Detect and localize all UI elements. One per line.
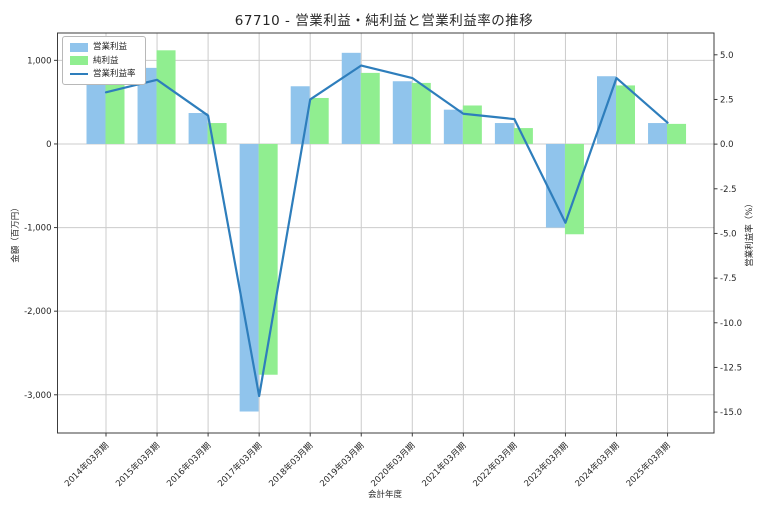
y-tick-label-right: -7.5 xyxy=(720,274,737,284)
x-tick-label: 2021年03月期 xyxy=(420,440,469,489)
legend: 営業利益 純利益 営業利益率 xyxy=(62,36,146,85)
bar-net-profit xyxy=(564,143,584,235)
y-tick-label-right: -10.0 xyxy=(720,319,742,329)
bar-operating-profit xyxy=(443,109,463,144)
operating-margin-line xyxy=(104,64,669,398)
legend-label-operating-profit: 営業利益 xyxy=(93,42,128,52)
x-tick-label: 2014年03月期 xyxy=(62,440,111,489)
y-tick-label-right: 2.5 xyxy=(720,95,734,105)
y-tick-label-right: -12.5 xyxy=(720,363,742,373)
y-tick-label-right: 5.0 xyxy=(720,51,734,61)
y-axis-label-right: 営業利益率（%） xyxy=(745,199,755,267)
y-axis-label-left: 金額（百万円） xyxy=(11,203,21,263)
x-tick-label: 2018年03月期 xyxy=(267,440,316,489)
bar-operating-profit xyxy=(188,113,208,144)
bar-net-profit xyxy=(360,72,380,144)
bar-net-profit xyxy=(105,77,125,144)
bar-operating-profit xyxy=(545,143,565,228)
x-tick-label: 2017年03月期 xyxy=(216,440,265,489)
bar-net-profit xyxy=(411,82,431,144)
bar-operating-profit xyxy=(392,81,412,144)
legend-swatch-bar-1 xyxy=(70,56,88,65)
legend-item-operating-profit: 営業利益 xyxy=(70,42,136,52)
x-tick-label: 2024年03月期 xyxy=(573,440,622,489)
bar-net-profit xyxy=(156,50,176,144)
y-tick-label-left: 0 xyxy=(46,140,51,150)
x-tick-label: 2022年03月期 xyxy=(471,440,520,489)
x-tick-label: 2023年03月期 xyxy=(522,440,571,489)
legend-line-swatch xyxy=(70,72,88,76)
y-tick-label-left: 1,000 xyxy=(27,56,51,66)
x-tick-label: 2015年03月期 xyxy=(113,440,162,489)
legend-label-net-profit: 純利益 xyxy=(93,55,119,66)
y-tick-label-right: 0.0 xyxy=(720,140,734,150)
y-tick-label-left: -2,000 xyxy=(24,307,51,317)
legend-item-net-profit: 純利益 xyxy=(70,56,136,66)
bar-operating-profit xyxy=(494,123,514,144)
bar-operating-profit xyxy=(86,79,106,144)
x-tick-label: 2019年03月期 xyxy=(318,440,367,489)
bar-operating-profit xyxy=(137,67,157,144)
y-tick-label-right: -2.5 xyxy=(720,185,737,195)
bar-operating-profit xyxy=(239,143,259,412)
x-tick-label: 2025年03月期 xyxy=(624,440,673,489)
bar-net-profit xyxy=(462,105,482,144)
y-tick-label-right: -5.0 xyxy=(720,229,737,239)
y-tick-label-left: -1,000 xyxy=(24,224,51,234)
chart-title: 67710 - 営業利益・純利益と営業利益率の推移 xyxy=(234,13,534,29)
x-tick-label: 2020年03月期 xyxy=(369,440,418,489)
bar-net-profit xyxy=(616,85,635,144)
bar-net-profit xyxy=(309,97,329,144)
legend-label-operating-margin: 営業利益率 xyxy=(93,69,136,79)
bar-operating-profit xyxy=(648,123,668,144)
legend-item-operating-margin: 営業利益率 xyxy=(70,69,136,79)
x-axis-label: 会計年度 xyxy=(367,490,402,500)
bar-net-profit xyxy=(667,123,687,144)
y-tick-label-left: -3,000 xyxy=(24,391,51,401)
x-tick-label: 2016年03月期 xyxy=(164,440,213,489)
legend-swatch-bar-0 xyxy=(70,42,88,52)
y-tick-label-right: -15.0 xyxy=(720,408,742,418)
